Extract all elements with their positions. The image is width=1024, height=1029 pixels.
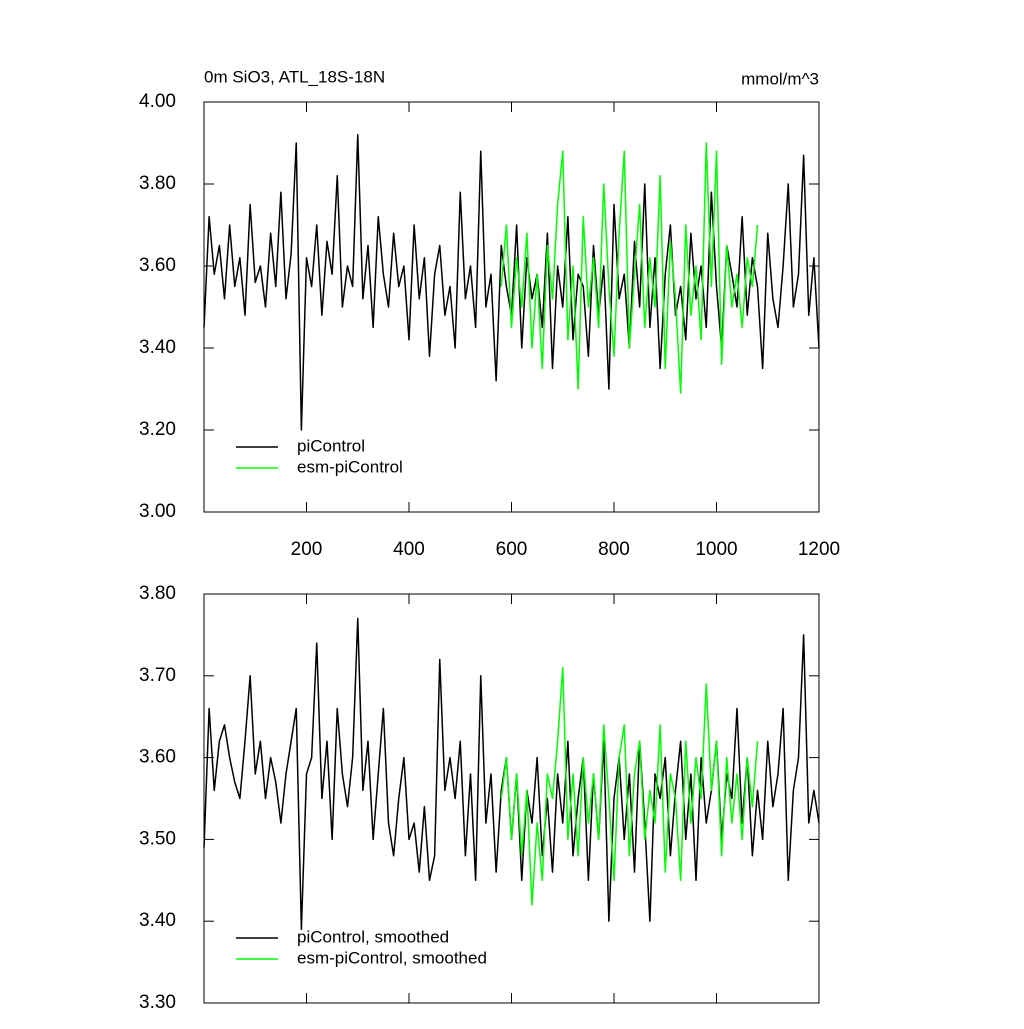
- y-tick-label: 3.80: [139, 173, 176, 194]
- legend-label: piControl: [297, 436, 365, 455]
- data-line: [500, 142, 759, 394]
- y-tick-label: 3.60: [139, 747, 176, 768]
- y-tick-label: 3.40: [139, 337, 176, 358]
- y-tick-label: 3.30: [139, 992, 176, 1013]
- y-tick-label: 3.00: [139, 501, 176, 522]
- x-tick-label: 1000: [695, 539, 737, 560]
- y-tick-label: 3.80: [139, 583, 176, 604]
- y-tick-label: 3.20: [139, 419, 176, 440]
- chart-title: 0m SiO3, ATL_18S-18N: [204, 67, 385, 86]
- y-tick-label: 3.70: [139, 665, 176, 686]
- x-tick-label: 1200: [798, 539, 840, 560]
- x-tick-label: 200: [291, 539, 323, 560]
- units-label: mmol/m^3: [741, 69, 819, 88]
- legend-label: esm-piControl: [297, 457, 403, 476]
- y-tick-label: 3.60: [139, 255, 176, 276]
- x-tick-label: 600: [496, 539, 528, 560]
- legend-label: esm-piControl, smoothed: [297, 948, 487, 967]
- y-tick-label: 4.00: [139, 91, 176, 112]
- data-line: [500, 666, 759, 906]
- x-tick-label: 800: [598, 539, 630, 560]
- y-tick-label: 3.50: [139, 828, 176, 849]
- data-line: [203, 134, 820, 431]
- data-line: [203, 617, 820, 931]
- y-tick-label: 3.40: [139, 910, 176, 931]
- x-tick-label: 400: [393, 539, 425, 560]
- legend-label: piControl, smoothed: [297, 927, 449, 946]
